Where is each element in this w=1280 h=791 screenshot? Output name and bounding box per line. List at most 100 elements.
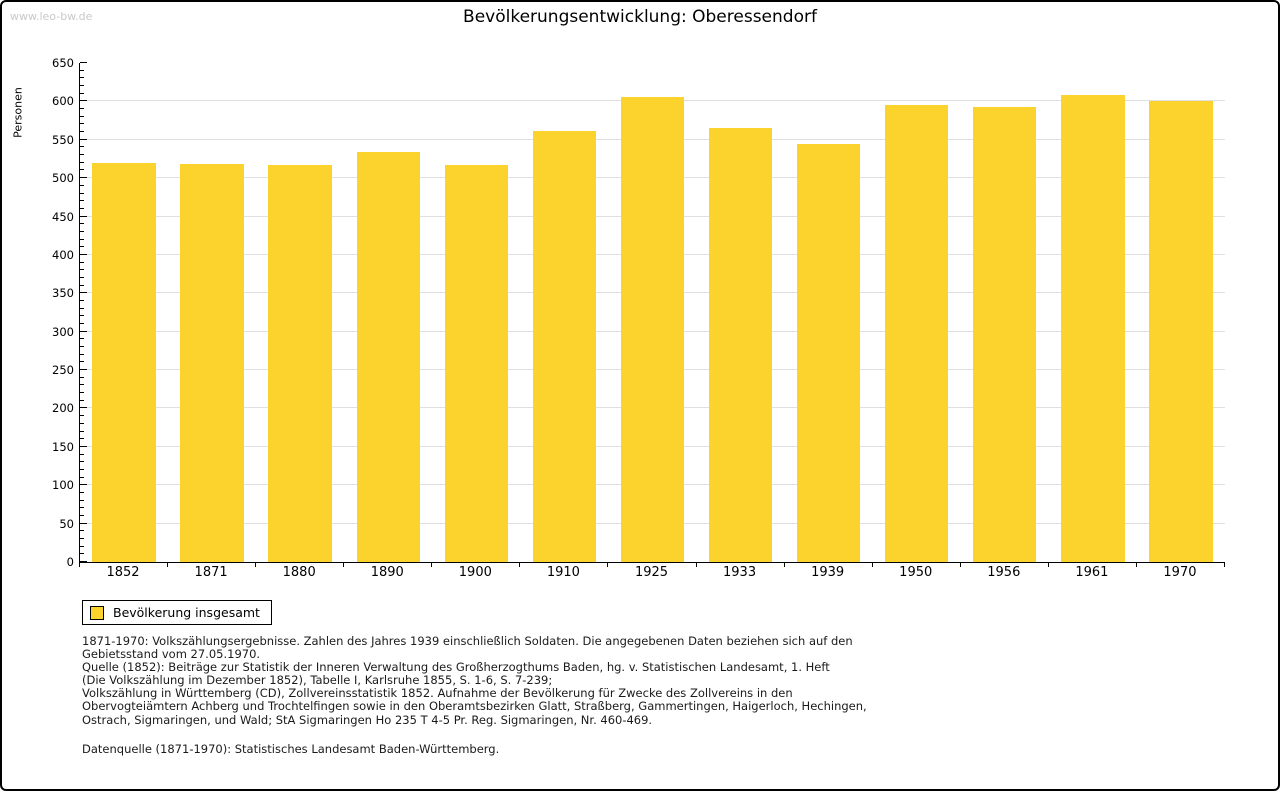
x-tick-label-1956: 1956: [987, 565, 1021, 580]
x-tick-7: [695, 563, 697, 567]
bar-1910: [532, 131, 597, 562]
chart-title: Bevölkerungsentwicklung: Oberessendorf: [463, 7, 817, 27]
x-tick-5: [519, 563, 521, 567]
bar-1880: [268, 165, 332, 562]
bar-slot-1933: [697, 63, 785, 562]
y-tick-250: [80, 369, 87, 371]
y-tick-470: [80, 200, 84, 202]
source-line: Gebietsstand vom 27.05.1970.: [82, 647, 261, 662]
y-tick-210: [80, 399, 84, 401]
x-tick-label-1910: 1910: [546, 565, 580, 580]
y-tick-460: [80, 207, 84, 209]
y-tick-610: [80, 92, 84, 94]
y-tick-350: [80, 292, 87, 294]
y-tick-530: [80, 154, 84, 156]
y-tick-340: [80, 300, 84, 301]
y-tick-30: [80, 537, 84, 539]
y-tick-label-250: 250: [52, 363, 74, 378]
y-tick-380: [80, 269, 84, 271]
x-tick-label-1852: 1852: [106, 565, 140, 580]
y-tick-130: [80, 461, 84, 463]
plot-area: [79, 62, 1225, 567]
x-tick-label-1871: 1871: [194, 565, 228, 580]
x-tick-10: [959, 563, 961, 567]
y-tick-400: [80, 253, 87, 255]
source-note: 1871-1970: Volkszählungsergebnisse. Zahl…: [82, 634, 867, 756]
source-line: Volkszählung in Württemberg (CD), Zollve…: [82, 686, 793, 701]
y-tick-180: [80, 422, 84, 424]
bar-slot-1880: [256, 63, 344, 562]
watermark-leo-bw: www.leo-bw.de: [10, 10, 93, 23]
bar-1933: [708, 128, 773, 562]
legend-label: Bevölkerung insgesamt: [113, 605, 260, 620]
bar-1852: [92, 162, 156, 562]
bar-slot-1961: [1049, 63, 1137, 562]
y-tick-10: [80, 553, 84, 555]
x-tick-4: [431, 563, 433, 567]
y-tick-310: [80, 323, 84, 325]
bar-1871: [180, 164, 244, 562]
y-tick-370: [80, 276, 84, 278]
x-tick-label-1890: 1890: [370, 565, 404, 580]
source-line: Quelle (1852): Beiträge zur Statistik de…: [82, 660, 830, 675]
x-tick-label-1925: 1925: [634, 565, 669, 580]
bar-slot-1900: [432, 63, 520, 562]
y-tick-20: [80, 545, 84, 547]
y-tick-label-50: 50: [59, 516, 74, 531]
bar-slot-1956: [961, 63, 1049, 562]
y-tick-110: [80, 476, 84, 478]
x-tick-12: [1135, 563, 1137, 567]
bar-1890: [356, 152, 420, 562]
y-tick-label-550: 550: [52, 132, 74, 147]
x-tick-8: [783, 563, 785, 567]
bar-slot-1890: [344, 63, 432, 562]
y-tick-430: [80, 230, 84, 232]
y-tick-300: [80, 330, 87, 332]
y-tick-label-200: 200: [52, 401, 74, 416]
y-tick-200: [80, 407, 87, 409]
source-line: Obervogteiämtern Achberg und Trochtelfin…: [82, 699, 867, 714]
source-line: Ostrach, Sigmaringen, und Wald; StA Sigm…: [82, 712, 653, 727]
y-tick-label-300: 300: [52, 324, 74, 339]
x-tick-label-1900: 1900: [458, 565, 492, 580]
y-tick-550: [80, 138, 87, 140]
y-tick-230: [80, 384, 84, 386]
y-tick-600: [80, 100, 87, 102]
y-tick-630: [80, 77, 84, 79]
y-tick-580: [80, 115, 84, 117]
bar-1970: [1149, 101, 1213, 562]
y-tick-560: [80, 131, 84, 133]
y-tick-590: [80, 108, 84, 110]
y-tick-label-400: 400: [52, 247, 74, 262]
y-tick-label-0: 0: [66, 555, 74, 569]
y-tick-410: [80, 246, 84, 248]
y-tick-540: [80, 146, 84, 148]
bar-1961: [1061, 95, 1125, 562]
legend-swatch: [90, 605, 104, 620]
y-tick-650: [80, 62, 87, 63]
y-tick-240: [80, 376, 84, 378]
bar-slot-1852: [80, 63, 168, 562]
datasource-line: Datenquelle (1871-1970): Statistisches L…: [82, 741, 500, 756]
x-tick-13: [1224, 563, 1225, 567]
x-tick-label-1880: 1880: [282, 565, 316, 580]
y-tick-160: [80, 438, 84, 440]
x-tick-label-1950: 1950: [899, 565, 933, 580]
y-tick-570: [80, 123, 84, 125]
y-tick-510: [80, 169, 84, 171]
y-tick-190: [80, 415, 84, 417]
y-tick-label-450: 450: [52, 209, 74, 224]
y-axis-tick-labels: 0 50 100 150 200 250 300 350 400 450 500 550 600 650: [2, 2, 74, 789]
x-tick-label-1933: 1933: [723, 565, 757, 580]
y-tick-260: [80, 361, 84, 363]
y-tick-0: [80, 561, 87, 562]
bar-1950: [885, 105, 949, 562]
bar-slot-1910: [520, 63, 608, 562]
y-tick-420: [80, 238, 84, 240]
y-tick-90: [80, 491, 84, 493]
legend: Bevölkerung insgesamt: [82, 600, 272, 625]
x-tick-6: [607, 563, 609, 567]
x-tick-label-1939: 1939: [811, 565, 845, 580]
y-tick-640: [80, 69, 84, 71]
